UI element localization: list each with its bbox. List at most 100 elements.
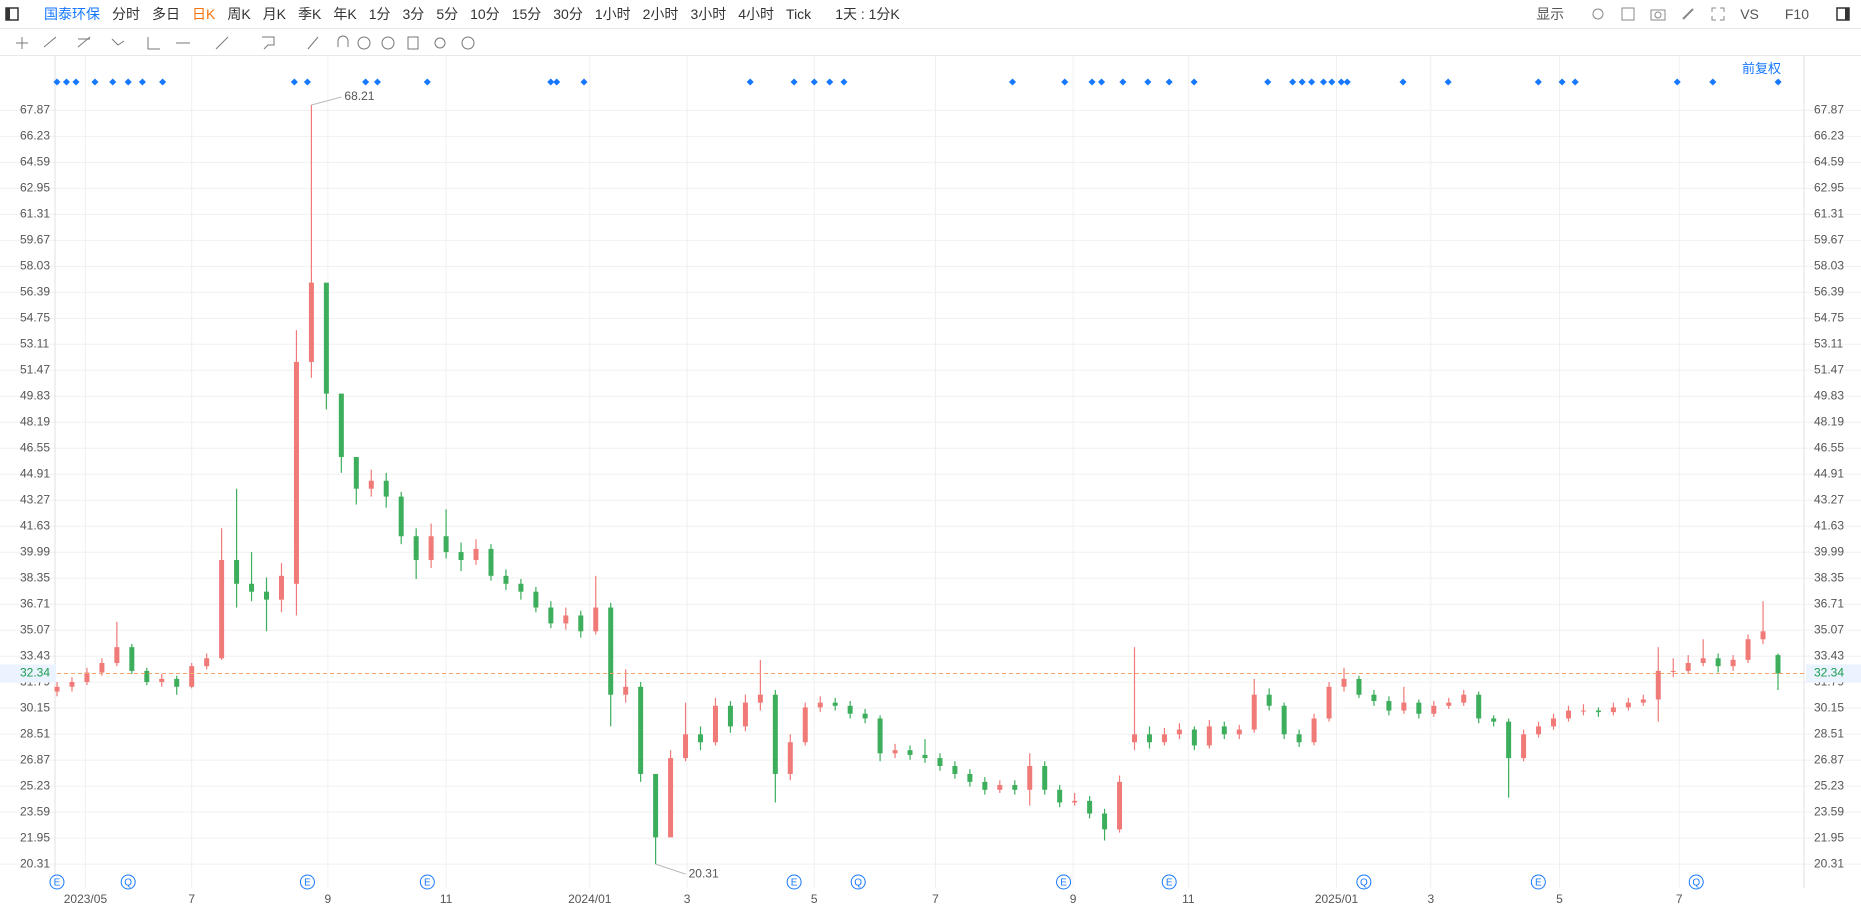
candle-body <box>443 536 449 553</box>
candle-body <box>802 707 808 743</box>
y-tick-label: 62.95 <box>20 181 50 195</box>
last-price-tag-right <box>1806 664 1861 683</box>
event-marker-label: Q <box>1692 878 1700 889</box>
period-tab[interactable]: 4小时 <box>738 6 775 22</box>
square-icon[interactable] <box>1620 6 1636 22</box>
settings-icon[interactable] <box>1590 6 1606 22</box>
period-tab[interactable]: 15分 <box>511 6 542 22</box>
period-tab[interactable]: 5分 <box>436 6 459 22</box>
display-menu[interactable]: 显示 <box>1536 6 1565 22</box>
fullscreen-icon[interactable] <box>1710 6 1726 22</box>
stock-name[interactable]: 国泰环保 <box>44 6 100 22</box>
y-tick-label-right: 66.23 <box>1814 129 1844 143</box>
period-tab[interactable]: 分时 <box>112 6 140 22</box>
period-tab[interactable]: 2小时 <box>642 6 679 22</box>
y-tick-label: 25.23 <box>20 778 50 792</box>
event-diamond <box>1328 78 1336 86</box>
y-tick-label: 41.63 <box>20 518 50 532</box>
event-marker <box>1161 874 1177 890</box>
event-marker <box>299 874 315 890</box>
period-tab[interactable]: 10分 <box>470 6 500 22</box>
x-tick-label: 11 <box>1182 892 1195 906</box>
event-diamond <box>1264 78 1272 86</box>
last-price-label: 32.34 <box>20 666 50 680</box>
y-tick-label-right: 61.31 <box>1814 207 1844 221</box>
period-select[interactable]: 1天 : 1分K <box>835 6 900 22</box>
x-tick-label: 9 <box>1070 892 1077 906</box>
candle-body <box>1161 734 1167 743</box>
period-tab[interactable]: Tick <box>786 6 812 22</box>
y-tick-label: 43.27 <box>20 492 50 506</box>
candle-body <box>1446 702 1452 706</box>
event-marker <box>419 874 435 890</box>
candle-body <box>922 754 928 759</box>
candle-body <box>114 647 120 664</box>
event-marker-label: E <box>424 878 431 889</box>
drawing-tools[interactable] <box>0 29 480 55</box>
event-marker-label: Q <box>1360 878 1368 889</box>
period-tab[interactable]: 30分 <box>553 6 583 22</box>
candle-body <box>1251 694 1257 730</box>
candle-body <box>1057 789 1063 803</box>
candle-body <box>1506 721 1512 759</box>
vs-button[interactable]: VS <box>1740 6 1759 22</box>
sidebar-toggle[interactable] <box>1835 6 1851 22</box>
candle-body <box>69 682 75 687</box>
candle-body <box>907 750 913 755</box>
pen-icon[interactable] <box>1680 6 1696 22</box>
candle-body <box>653 773 659 838</box>
y-tick-label: 49.83 <box>20 388 50 402</box>
candle-body <box>1476 694 1482 719</box>
event-diamond <box>1298 78 1306 86</box>
y-tick-label-right: 46.55 <box>1814 440 1844 454</box>
candle-body <box>398 496 404 537</box>
y-tick-label: 38.35 <box>20 570 50 584</box>
period-tab[interactable]: 月K <box>262 6 287 22</box>
min-label: 20.31 <box>689 866 719 880</box>
candle-body <box>1670 670 1676 672</box>
f10-button[interactable]: F10 <box>1784 6 1809 22</box>
y-tick-label-right: 62.95 <box>1814 181 1844 195</box>
event-marker <box>1688 874 1704 890</box>
event-marker-label: Q <box>854 878 862 889</box>
period-tab[interactable]: 1小时 <box>594 6 631 22</box>
period-tab[interactable]: 日K <box>192 6 216 22</box>
y-tick-label: 59.67 <box>20 233 50 247</box>
event-diamond <box>1343 78 1351 86</box>
candle-body <box>578 615 584 632</box>
candle-body <box>967 773 973 782</box>
event-marker-label: Q <box>124 878 132 889</box>
candle-body <box>174 678 180 687</box>
candle-body <box>129 647 135 671</box>
period-tab[interactable]: 多日 <box>152 6 180 22</box>
y-tick-label-right: 33.43 <box>1814 648 1844 662</box>
candle-body <box>1311 718 1317 743</box>
camera-icon[interactable] <box>1650 6 1666 22</box>
candle-body <box>1296 734 1302 743</box>
panel-toggle[interactable] <box>4 6 20 22</box>
candle-body <box>1191 729 1197 746</box>
candle-body <box>608 607 614 695</box>
adjust-mode[interactable]: 前复权 <box>1741 61 1781 76</box>
y-tick-label: 36.71 <box>20 596 50 610</box>
y-tick-label-right: 58.03 <box>1814 259 1844 273</box>
candle-body <box>518 583 524 592</box>
event-diamond <box>303 78 311 86</box>
candle-body <box>1371 694 1377 702</box>
candle-body <box>533 591 539 608</box>
y-tick-label-right: 28.51 <box>1814 726 1844 740</box>
period-tab[interactable]: 3分 <box>402 6 425 22</box>
candle-body <box>54 686 60 692</box>
y-tick-label-right: 41.63 <box>1814 518 1844 532</box>
candle-body <box>293 361 299 584</box>
period-tab[interactable]: 周K <box>227 6 251 22</box>
event-diamond <box>109 78 117 86</box>
period-tab[interactable]: 年K <box>333 6 357 22</box>
y-tick-label: 46.55 <box>20 440 50 454</box>
period-tab[interactable]: 1分 <box>368 6 391 22</box>
period-tab[interactable]: 3小时 <box>690 6 727 22</box>
candle-body <box>219 559 225 659</box>
candle-body <box>862 713 868 719</box>
candle-body <box>249 583 255 592</box>
period-tab[interactable]: 季K <box>298 6 322 22</box>
